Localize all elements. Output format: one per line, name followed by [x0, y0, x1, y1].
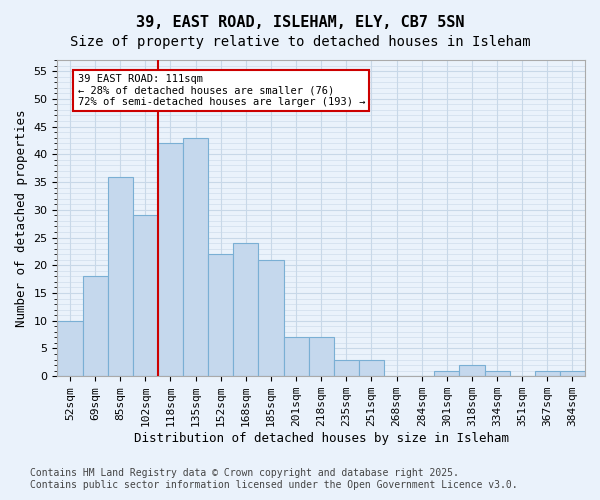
Bar [107, 176, 133, 376]
Bar [359, 360, 384, 376]
Bar [560, 370, 585, 376]
Bar [133, 216, 158, 376]
Bar [535, 370, 560, 376]
Bar [434, 370, 460, 376]
Bar [485, 370, 509, 376]
Bar [308, 338, 334, 376]
Y-axis label: Number of detached properties: Number of detached properties [15, 110, 28, 327]
Bar [460, 365, 485, 376]
Bar [158, 143, 183, 376]
Text: 39, EAST ROAD, ISLEHAM, ELY, CB7 5SN: 39, EAST ROAD, ISLEHAM, ELY, CB7 5SN [136, 15, 464, 30]
Bar [233, 243, 259, 376]
Bar [334, 360, 359, 376]
Bar [58, 320, 83, 376]
Bar [183, 138, 208, 376]
X-axis label: Distribution of detached houses by size in Isleham: Distribution of detached houses by size … [134, 432, 509, 445]
Bar [83, 276, 107, 376]
Bar [284, 338, 308, 376]
Text: 39 EAST ROAD: 111sqm
← 28% of detached houses are smaller (76)
72% of semi-detac: 39 EAST ROAD: 111sqm ← 28% of detached h… [77, 74, 365, 107]
Bar [259, 260, 284, 376]
Bar [208, 254, 233, 376]
Text: Size of property relative to detached houses in Isleham: Size of property relative to detached ho… [70, 35, 530, 49]
Text: Contains HM Land Registry data © Crown copyright and database right 2025.
Contai: Contains HM Land Registry data © Crown c… [30, 468, 518, 490]
